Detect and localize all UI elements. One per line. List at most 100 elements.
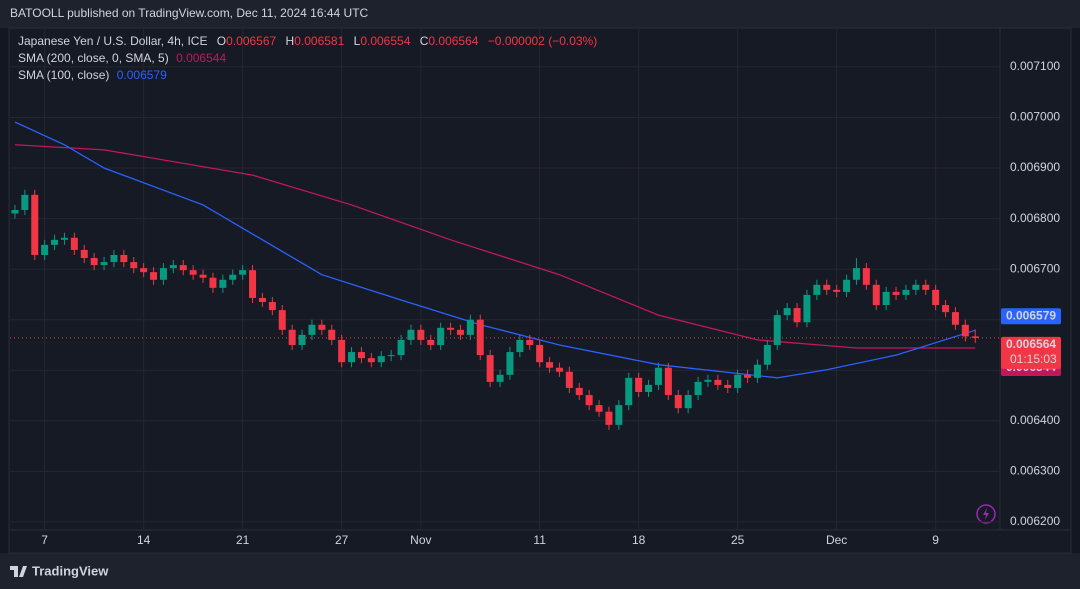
x-tick-label: 7 <box>41 533 48 547</box>
candle-body <box>159 268 167 280</box>
bottom-bar <box>0 553 1080 589</box>
legend-title: Japanese Yen / U.S. Dollar, 4h, ICE O0.0… <box>18 34 597 48</box>
x-tick-label: Nov <box>410 533 431 547</box>
ohlc-value: 0.006567 <box>226 34 276 48</box>
y-tick-label: 0.006700 <box>1010 261 1060 275</box>
change: −0.000002 (−0.03%) <box>488 34 597 48</box>
candle-body <box>664 367 672 396</box>
candle-body <box>892 291 900 295</box>
brand-logo <box>10 566 27 577</box>
candle-body <box>387 355 395 357</box>
candle-body <box>862 268 870 285</box>
candle-body <box>308 324 316 335</box>
candle-body <box>753 364 761 378</box>
candle-body <box>21 194 29 210</box>
candle-body <box>278 310 286 330</box>
candle-body <box>437 327 445 345</box>
brand-name: TradingView <box>32 563 109 578</box>
x-tick-label: 21 <box>236 533 250 547</box>
candle-body <box>694 381 702 396</box>
candle-body <box>150 272 158 280</box>
candle-body <box>219 279 227 288</box>
x-tick-label: Dec <box>826 533 847 547</box>
candle-body <box>744 374 752 378</box>
x-tick-label: 18 <box>632 533 646 547</box>
ohlc-label: H <box>286 34 295 48</box>
candle-body <box>90 258 98 266</box>
alert-circle[interactable] <box>976 504 996 524</box>
candle-body <box>60 237 68 240</box>
ohlc-label: C <box>420 34 429 48</box>
top-bar <box>0 0 1080 28</box>
ohlc-value: 0.006564 <box>428 34 478 48</box>
candle-body <box>793 308 801 323</box>
symbol: Japanese Yen / U.S. Dollar, 4h, ICE <box>18 34 207 48</box>
candle-body <box>833 289 841 292</box>
ohlc-value: 0.006581 <box>294 34 344 48</box>
candle-body <box>397 339 405 356</box>
candle-body <box>516 339 524 353</box>
ohlc-value: 0.006554 <box>360 34 410 48</box>
y-tick-label: 0.007000 <box>1010 110 1060 124</box>
y-tick-label: 0.006900 <box>1010 160 1060 174</box>
alert-bolt[interactable] <box>983 508 989 520</box>
candle-body <box>80 249 88 259</box>
candle-body <box>348 352 356 363</box>
candle-body <box>140 268 148 273</box>
candle-body <box>852 268 860 280</box>
candle-body <box>377 356 385 363</box>
y-tick-label: 0.007100 <box>1010 59 1060 73</box>
candle-body <box>674 395 682 409</box>
candle-body <box>120 254 128 263</box>
candle-body <box>912 284 920 290</box>
candle-body <box>902 289 910 295</box>
candle-body <box>882 291 890 306</box>
candle-body <box>417 329 425 340</box>
candle-body <box>724 384 732 388</box>
candle-body <box>70 237 78 250</box>
candle-body <box>605 411 613 425</box>
candle-body <box>843 279 851 292</box>
candle-body <box>813 284 821 295</box>
candle-body <box>872 284 880 306</box>
candle-body <box>684 395 692 409</box>
candle-body <box>100 262 108 266</box>
candle-body <box>635 377 643 392</box>
sma-line <box>14 144 976 349</box>
alert-icon[interactable] <box>976 504 996 524</box>
candle-body <box>803 294 811 323</box>
legend-value: 0.006579 <box>117 68 167 82</box>
candle-body <box>555 367 563 372</box>
x-tick-label: 27 <box>335 533 349 547</box>
x-tick-label: 9 <box>932 533 939 547</box>
candle-body <box>169 265 177 269</box>
candle-body <box>11 209 19 214</box>
candle-body <box>456 329 464 335</box>
candle-body <box>209 277 217 288</box>
brand: TradingView <box>10 563 109 578</box>
legend-entry: SMA (200, close, 0, SMA, 5) 0.006544 <box>18 51 226 65</box>
legend-entry: SMA (100, close) 0.006579 <box>18 68 167 82</box>
y-tick-label: 0.006400 <box>1010 413 1060 427</box>
candle-body <box>357 352 365 359</box>
price-tag <box>1001 308 1061 325</box>
candle-body <box>922 284 930 290</box>
candle-body <box>714 379 722 385</box>
candle-body <box>585 395 593 406</box>
candle-body <box>951 312 959 325</box>
candle-body <box>179 265 187 271</box>
legend-name: SMA (200, close, 0, SMA, 5) <box>18 51 169 65</box>
x-tick-label: 25 <box>731 533 745 547</box>
candle-body <box>575 387 583 396</box>
candle-body <box>249 270 257 298</box>
legend-name: SMA (100, close) <box>18 68 109 82</box>
candle-body <box>466 319 474 335</box>
candle-body <box>130 262 138 269</box>
candle-body <box>942 305 950 313</box>
candle-body <box>407 329 415 340</box>
candle-body <box>288 329 296 345</box>
candle-body <box>763 344 771 365</box>
candle-body <box>615 405 623 425</box>
candle-body <box>595 405 603 412</box>
